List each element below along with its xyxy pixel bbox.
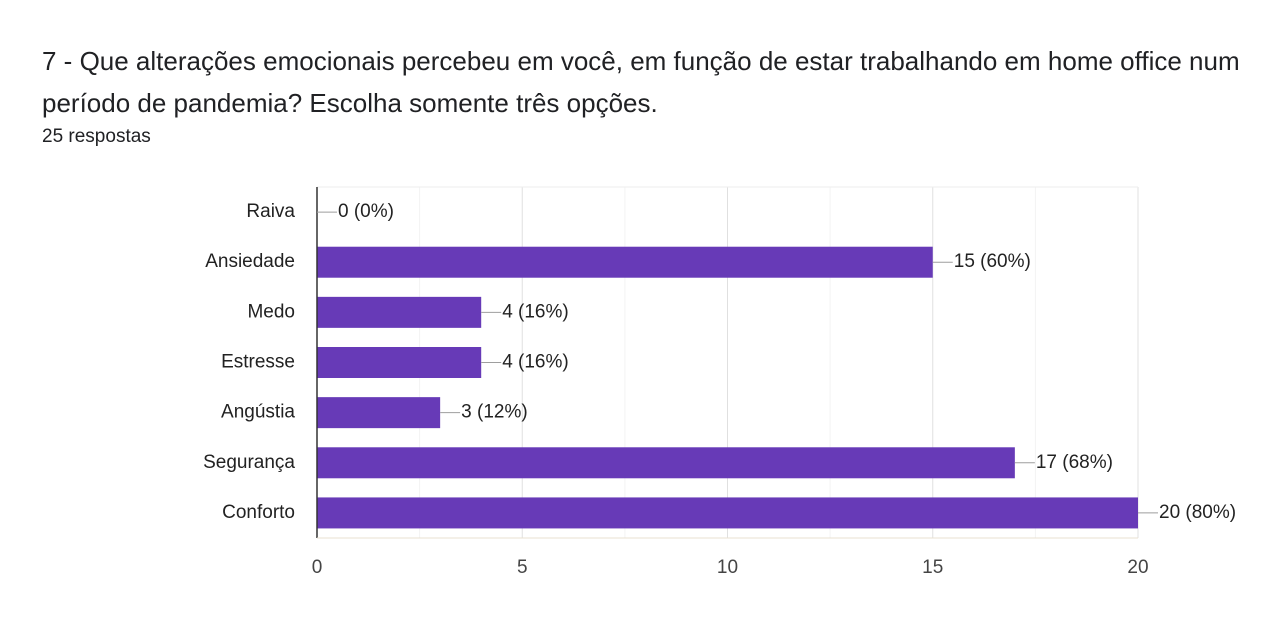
bar-medo[interactable] bbox=[317, 296, 482, 328]
category-label: Angústia bbox=[221, 402, 295, 423]
labels: Raiva 0 (0%) Ansiedade 15 (60%) Medo 4 (16%) E… bbox=[203, 201, 1236, 523]
response-count: 25 respostas bbox=[42, 126, 151, 147]
data-label: 17 (68%) bbox=[1036, 452, 1113, 473]
grid-lines bbox=[316, 186, 1139, 538]
category-label: Segurança bbox=[203, 452, 295, 473]
bar-conforto[interactable] bbox=[317, 497, 1138, 529]
category-label: Raiva bbox=[246, 201, 295, 222]
bar-ansiedade[interactable] bbox=[317, 246, 933, 278]
x-tick-label: 15 bbox=[922, 557, 943, 578]
bar-estresse[interactable] bbox=[317, 347, 482, 378]
bar-segurança[interactable] bbox=[317, 447, 1015, 479]
data-label: 4 (16%) bbox=[502, 301, 569, 322]
data-label: 0 (0%) bbox=[338, 201, 394, 222]
data-label: 15 (60%) bbox=[954, 251, 1031, 272]
axes: 0 5 10 15 20 bbox=[312, 187, 1149, 578]
bars bbox=[317, 246, 1138, 529]
data-label: 3 (12%) bbox=[461, 402, 528, 423]
data-label: 4 (16%) bbox=[502, 352, 569, 373]
x-tick-label: 10 bbox=[717, 557, 738, 578]
x-tick-label: 5 bbox=[517, 557, 528, 578]
x-tick-label: 20 bbox=[1127, 557, 1148, 578]
question-title: 7 - Que alterações emocionais percebeu e… bbox=[42, 46, 1240, 118]
category-label: Estresse bbox=[221, 352, 295, 373]
bar-angústia[interactable] bbox=[317, 397, 441, 429]
category-label: Medo bbox=[247, 301, 295, 322]
x-tick-label: 0 bbox=[312, 557, 323, 578]
data-label: 20 (80%) bbox=[1159, 502, 1236, 523]
category-label: Conforto bbox=[222, 502, 295, 523]
category-label: Ansiedade bbox=[205, 251, 295, 272]
